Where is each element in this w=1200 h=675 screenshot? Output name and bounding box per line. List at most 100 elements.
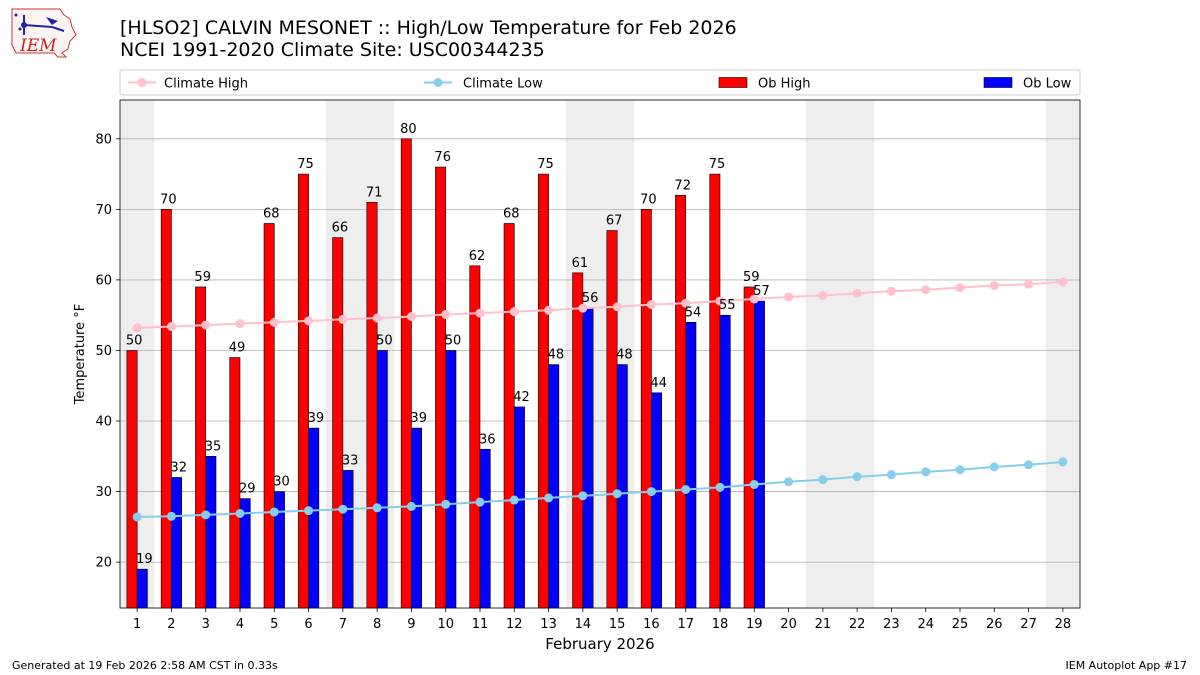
- climate-low-point: [406, 501, 416, 511]
- weekend-shade: [1045, 100, 1080, 608]
- climate-high-point: [166, 321, 176, 331]
- ob-low-bar: [205, 456, 217, 609]
- climate-high-point: [578, 303, 588, 313]
- x-tick-label: 12: [506, 617, 523, 632]
- ob-high-bar: [435, 166, 447, 609]
- ob-low-label: 57: [753, 284, 770, 299]
- ob-high-label: 75: [297, 157, 314, 172]
- ob-high-bar: [640, 209, 652, 609]
- ob-high-label: 80: [400, 122, 417, 137]
- x-tick-label: 15: [609, 617, 626, 632]
- ob-high-label: 70: [160, 192, 177, 207]
- y-axis-label: Temperature °F: [73, 304, 88, 405]
- x-tick-label: 24: [917, 617, 934, 632]
- x-tick-label: 13: [540, 617, 557, 632]
- ob-low-label: 39: [308, 411, 325, 426]
- iem-logo: IEM: [11, 8, 77, 58]
- climate-high-point: [612, 302, 622, 312]
- climate-high-point: [1024, 279, 1034, 289]
- ob-low-bar: [719, 314, 731, 609]
- legend-climate-high-label: Climate High: [164, 77, 248, 92]
- climate-low-point: [852, 472, 862, 482]
- x-tick-label: 2: [167, 617, 175, 632]
- climate-high-point: [235, 319, 245, 329]
- climate-low-point: [509, 495, 519, 505]
- x-tick-label: 20: [780, 617, 797, 632]
- ob-high-bar: [332, 237, 344, 609]
- ob-low-label: 42: [513, 390, 530, 405]
- climate-high-point: [1058, 277, 1068, 287]
- ob-low-bar: [171, 477, 183, 609]
- y-tick-label: 80: [95, 132, 112, 147]
- ob-low-bar: [513, 406, 525, 609]
- y-tick-label: 50: [95, 344, 112, 359]
- climate-low-point: [646, 487, 656, 497]
- climate-high-point: [441, 309, 451, 319]
- climate-high-point: [921, 285, 931, 295]
- climate-high-point: [201, 320, 211, 330]
- climate-high-point: [886, 286, 896, 296]
- legend-ob-low-label: Ob Low: [1023, 77, 1072, 92]
- climate-high-point: [681, 298, 691, 308]
- climate-high-point: [304, 316, 314, 326]
- ob-low-bar: [411, 427, 423, 609]
- legend-ob-high-label: Ob High: [758, 77, 811, 92]
- footer-app: IEM Autoplot App #17: [1065, 659, 1188, 672]
- climate-low-point: [578, 491, 588, 501]
- footer-generated: Generated at 19 Feb 2026 2:58 AM CST in …: [12, 659, 278, 672]
- ob-high-label: 68: [503, 206, 520, 221]
- climate-low-point: [544, 493, 554, 503]
- climate-low-point: [784, 477, 794, 487]
- legend-ob-high-swatch: [718, 77, 748, 88]
- weekend-shade: [840, 100, 875, 608]
- ob-low-bar: [685, 321, 697, 609]
- ob-low-bar: [445, 350, 457, 609]
- ob-high-bar: [572, 272, 584, 609]
- x-tick-label: 22: [849, 617, 866, 632]
- ob-low-bar: [136, 568, 148, 609]
- climate-high-point: [955, 283, 965, 293]
- ob-low-label: 33: [342, 453, 359, 468]
- legend-climate-low-marker: [433, 78, 443, 87]
- climate-low-point: [269, 507, 279, 517]
- chart-title: [HLSO2] CALVIN MESONET :: High/Low Tempe…: [120, 17, 737, 39]
- climate-low-point: [166, 511, 176, 521]
- x-tick-label: 6: [304, 617, 312, 632]
- x-tick-label: 3: [202, 617, 210, 632]
- x-tick-label: 19: [746, 617, 763, 632]
- ob-low-bar: [616, 364, 628, 609]
- weekend-shade: [805, 100, 840, 608]
- climate-high-point: [784, 292, 794, 302]
- x-tick-label: 27: [1020, 617, 1037, 632]
- ob-high-label: 75: [537, 157, 554, 172]
- ob-high-bar: [675, 194, 687, 609]
- climate-high-point: [544, 305, 554, 315]
- climate-high-point: [646, 300, 656, 310]
- climate-high-point: [372, 313, 382, 323]
- ob-high-bar: [503, 223, 515, 609]
- ob-high-label: 49: [229, 341, 246, 356]
- ob-high-bar: [400, 138, 412, 609]
- x-tick-label: 21: [815, 617, 832, 632]
- x-tick-label: 1: [133, 617, 141, 632]
- ob-low-label: 39: [410, 411, 427, 426]
- x-tick-label: 11: [472, 617, 489, 632]
- ob-low-label: 19: [136, 552, 153, 567]
- y-tick-label: 70: [95, 203, 112, 218]
- x-tick-label: 16: [643, 617, 660, 632]
- ob-low-label: 35: [205, 439, 222, 454]
- ob-high-label: 75: [709, 157, 726, 172]
- climate-low-point: [304, 506, 314, 516]
- legend-climate-low-label: Climate Low: [463, 77, 543, 92]
- climate-low-point: [955, 465, 965, 475]
- chart-subtitle: NCEI 1991-2020 Climate Site: USC00344235: [120, 39, 545, 61]
- x-axis-label: February 2026: [545, 635, 654, 653]
- climate-low-point: [441, 499, 451, 509]
- climate-low-point: [749, 480, 759, 490]
- climate-low-point: [475, 497, 485, 507]
- climate-high-point: [989, 281, 999, 291]
- x-tick-label: 23: [883, 617, 900, 632]
- ob-low-label: 48: [616, 348, 633, 363]
- ob-high-bar: [160, 209, 172, 609]
